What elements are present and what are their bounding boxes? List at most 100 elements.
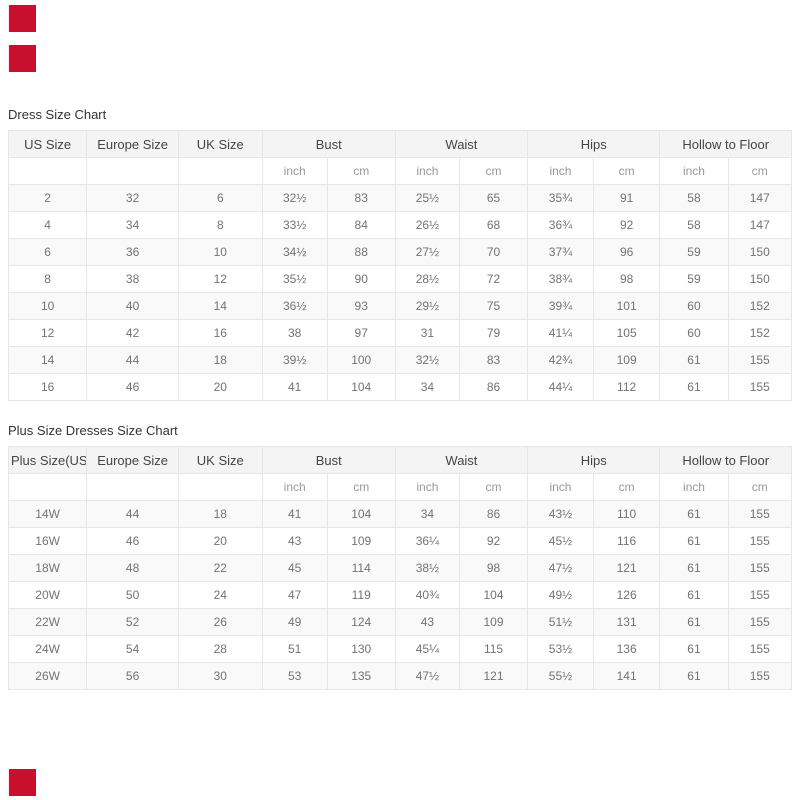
column-header: Plus Size(US) <box>7 446 88 474</box>
size-cell: 49½ <box>527 581 594 609</box>
size-cell: 90 <box>326 265 396 293</box>
unit-header: cm <box>592 473 661 501</box>
size-cell: 20W <box>7 581 88 609</box>
size-chart-content: Dress Size Chart US Size Europe Size UK Si… <box>7 106 792 690</box>
size-row: 2 32 6 32½ 83 25½ 65 35¾ 91 58 147 <box>7 184 792 212</box>
size-cell: 72 <box>458 265 529 293</box>
size-cell: 61 <box>659 373 729 401</box>
size-cell: 155 <box>727 608 792 636</box>
size-cell: 36¾ <box>527 211 594 239</box>
size-cell: 43½ <box>527 500 594 528</box>
size-cell: 49 <box>261 608 328 636</box>
size-cell: 124 <box>326 608 396 636</box>
size-cell: 47½ <box>527 554 594 582</box>
size-cell: 8 <box>7 265 88 293</box>
column-header: Europe Size <box>86 130 179 158</box>
size-cell: 61 <box>659 500 729 528</box>
unit-header: inch <box>659 473 729 501</box>
size-cell: 92 <box>592 211 661 239</box>
size-row: 26W 56 30 53 135 47½ 121 55½ 141 61 155 <box>7 662 792 690</box>
size-cell: 116 <box>592 527 661 555</box>
size-cell: 38 <box>86 265 179 293</box>
size-cell: 39¾ <box>527 292 594 320</box>
size-cell: 6 <box>7 238 88 266</box>
size-cell: 96 <box>592 238 661 266</box>
size-cell: 22W <box>7 608 88 636</box>
size-cell: 104 <box>326 373 396 401</box>
size-cell: 58 <box>659 211 729 239</box>
size-cell: 47 <box>261 581 328 609</box>
size-cell: 61 <box>659 527 729 555</box>
size-cell: 130 <box>326 635 396 663</box>
size-row: 20W 50 24 47 119 40¾ 104 49½ 126 61 155 <box>7 581 792 609</box>
size-cell: 55½ <box>527 662 594 690</box>
size-cell: 114 <box>326 554 396 582</box>
size-cell: 59 <box>659 265 729 293</box>
plus-size-chart-title: Plus Size Dresses Size Chart <box>8 423 178 438</box>
size-cell: 43 <box>394 608 460 636</box>
size-cell: 39½ <box>261 346 328 374</box>
size-cell: 97 <box>326 319 396 347</box>
unit-header: cm <box>458 473 529 501</box>
size-row: 16W 46 20 43 109 36¼ 92 45½ 116 61 155 <box>7 527 792 555</box>
size-cell: 155 <box>727 373 792 401</box>
size-cell: 61 <box>659 346 729 374</box>
size-cell: 56 <box>86 662 179 690</box>
size-cell: 131 <box>592 608 661 636</box>
column-header: Hips <box>527 130 661 158</box>
size-cell: 54 <box>86 635 179 663</box>
unit-header: inch <box>394 157 460 185</box>
size-cell: 24W <box>7 635 88 663</box>
column-header: Bust <box>261 446 396 474</box>
size-cell: 51 <box>261 635 328 663</box>
size-cell: 12 <box>7 319 88 347</box>
size-cell: 10 <box>7 292 88 320</box>
size-cell: 109 <box>592 346 661 374</box>
size-cell: 42 <box>86 319 179 347</box>
size-cell: 43 <box>261 527 328 555</box>
unit-header: cm <box>326 473 396 501</box>
size-cell: 26W <box>7 662 88 690</box>
size-cell: 155 <box>727 500 792 528</box>
size-cell: 22 <box>177 554 263 582</box>
size-cell: 28 <box>177 635 263 663</box>
size-row: 18W 48 22 45 114 38½ 98 47½ 121 61 155 <box>7 554 792 582</box>
size-cell: 104 <box>326 500 396 528</box>
size-row: 10 40 14 36½ 93 29½ 75 39¾ 101 60 152 <box>7 292 792 320</box>
size-cell: 98 <box>592 265 661 293</box>
size-cell: 14W <box>7 500 88 528</box>
size-cell: 61 <box>659 635 729 663</box>
unit-header: cm <box>592 157 661 185</box>
size-cell: 48 <box>86 554 179 582</box>
size-cell: 35¾ <box>527 184 594 212</box>
size-cell: 136 <box>592 635 661 663</box>
plus-size-table: Plus Size(US) Europe Size UK Size Bust Waist… <box>7 446 792 690</box>
unit-header: inch <box>261 473 328 501</box>
unit-header: inch <box>659 157 729 185</box>
size-cell: 115 <box>458 635 529 663</box>
size-cell: 18W <box>7 554 88 582</box>
size-cell: 53½ <box>527 635 594 663</box>
size-cell: 33½ <box>261 211 328 239</box>
size-cell: 6 <box>177 184 263 212</box>
size-row: 8 38 12 35½ 90 28½ 72 38¾ 98 59 150 <box>7 265 792 293</box>
size-cell: 25½ <box>394 184 460 212</box>
size-row: 24W 54 28 51 130 45¼ 115 53½ 136 61 155 <box>7 635 792 663</box>
size-cell: 60 <box>659 319 729 347</box>
size-cell: 34 <box>86 211 179 239</box>
size-cell: 41¼ <box>527 319 594 347</box>
column-header-row: Plus Size(US) Europe Size UK Size Bust Waist… <box>7 446 792 474</box>
size-cell: 75 <box>458 292 529 320</box>
column-header: Waist <box>394 130 529 158</box>
size-cell: 155 <box>727 527 792 555</box>
size-cell: 83 <box>458 346 529 374</box>
size-cell: 68 <box>458 211 529 239</box>
size-cell: 104 <box>458 581 529 609</box>
size-cell: 52 <box>86 608 179 636</box>
size-cell: 121 <box>592 554 661 582</box>
size-cell: 70 <box>458 238 529 266</box>
unit-header: cm <box>458 157 529 185</box>
dress-size-chart-title: Dress Size Chart <box>8 107 107 122</box>
size-cell: 150 <box>727 265 792 293</box>
column-header: US Size <box>7 130 88 158</box>
